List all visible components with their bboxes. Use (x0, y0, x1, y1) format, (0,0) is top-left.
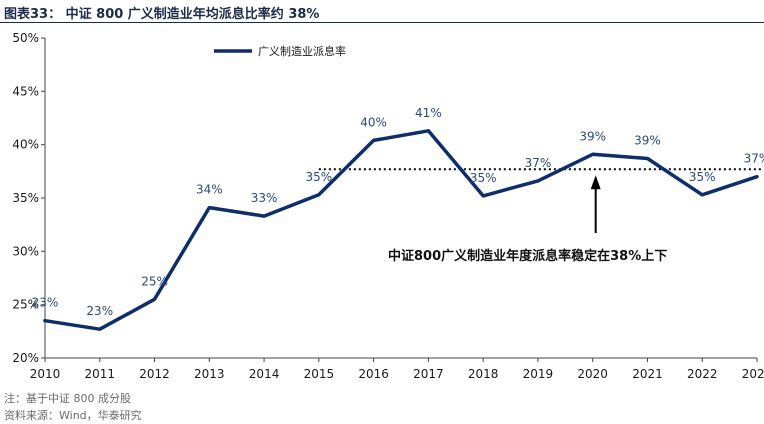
data-label: 37% (744, 152, 764, 166)
footnote: 注：基于中证 800 成分股 (4, 392, 131, 405)
y-tick-label: 50% (12, 31, 39, 45)
data-label: 39% (634, 134, 661, 148)
x-tick-label: 2014 (249, 367, 280, 381)
x-tick-label: 2015 (304, 367, 335, 381)
x-tick-label: 2022 (687, 367, 718, 381)
title-divider (0, 22, 764, 23)
data-label: 40% (360, 115, 387, 129)
x-tick-label: 2017 (413, 367, 444, 381)
y-tick-label: 30% (12, 244, 39, 258)
data-label: 37% (525, 156, 552, 170)
data-label: 34% (196, 183, 223, 197)
series-layer (43, 129, 759, 331)
y-tick-label: 25% (12, 298, 39, 312)
data-label: 35% (470, 171, 497, 185)
x-tick-label: 2016 (358, 367, 389, 381)
data-label: 33% (251, 191, 278, 205)
x-tick-label: 2010 (30, 367, 61, 381)
data-label: 39% (579, 129, 606, 143)
x-tick-label: 2018 (468, 367, 499, 381)
x-tick-label: 2021 (632, 367, 663, 381)
y-tick-label: 45% (12, 84, 39, 98)
data-label: 35% (689, 170, 716, 184)
x-tick-label: 2023 (742, 367, 764, 381)
figure-title: 图表33： 中证 800 广义制造业年均派息比率约 38% (4, 7, 320, 22)
data-label: 25% (141, 274, 168, 288)
y-tick-label: 40% (12, 138, 39, 152)
chart-axes: 20% 25% 30% 35% 40% 45% 50% 2010 2011 2012 2013 201… (12, 31, 764, 381)
y-tick-label: 35% (12, 191, 39, 205)
y-tick-label: 20% (12, 351, 39, 365)
x-tick-label: 2011 (84, 367, 115, 381)
line-chart: 20% 25% 30% 35% 40% 45% 50% 2010 2011 2012 2013 201… (12, 31, 764, 381)
annotation-arrow-head (590, 175, 601, 190)
legend: 广义制造业派息率 (214, 44, 346, 58)
data-label: 23% (32, 296, 59, 310)
data-label: 41% (415, 106, 442, 120)
data-label-layer: 23% 23% 25% 34% 33% 35% 40% 41% 35% 37% 39% 39% 35% 3… (32, 106, 764, 318)
data-label: 23% (86, 304, 113, 318)
data-label: 35% (306, 170, 333, 184)
x-tick-label: 2020 (577, 367, 608, 381)
series-line (43, 129, 759, 331)
source-note: 资料来源：Wind，华泰研究 (4, 409, 142, 422)
annotation-text: 中证800广义制造业年度派息率稳定在38%上下 (388, 248, 667, 264)
x-tick-label: 2013 (194, 367, 225, 381)
x-tick-label: 2019 (523, 367, 554, 381)
legend-label: 广义制造业派息率 (258, 44, 346, 58)
annotation: 中证800广义制造业年度派息率稳定在38%上下 (388, 175, 667, 264)
x-tick-label: 2012 (139, 367, 170, 381)
